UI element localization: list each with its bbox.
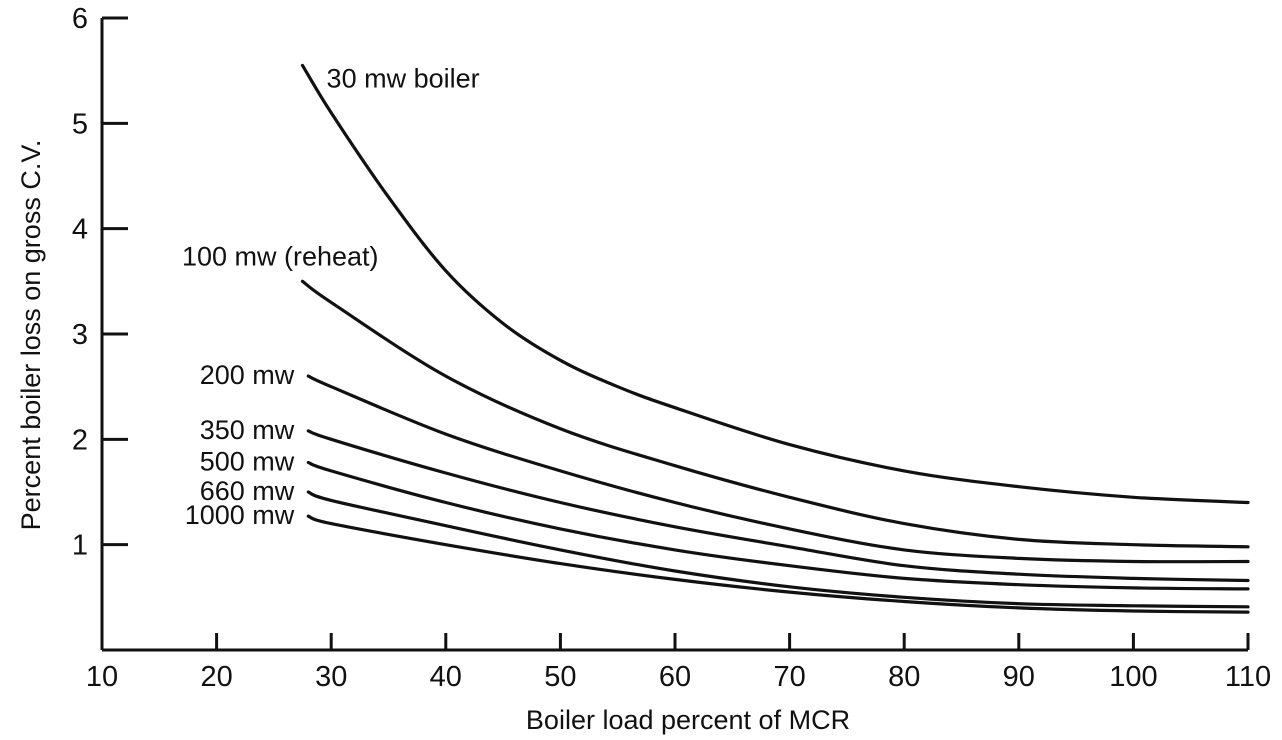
series-label-3: 350 mw (200, 415, 295, 445)
y-axis-title: Percent boiler loss on gross C.V. (16, 140, 46, 531)
series-label-1: 100 mw (reheat) (182, 241, 379, 271)
y-tick-label: 6 (72, 3, 88, 35)
series-label-4: 500 mw (200, 447, 295, 477)
series-line-6 (306, 514, 1250, 614)
x-tick-label: 50 (544, 661, 576, 693)
x-tick-label: 110 (1225, 661, 1271, 693)
y-tick-label: 5 (72, 108, 88, 140)
y-tick-label: 3 (72, 319, 88, 351)
x-axis-title: Boiler load percent of MCR (526, 705, 850, 735)
x-tick-label: 80 (888, 661, 920, 693)
series-label-0: 30 mw boiler (327, 63, 480, 93)
x-tick-label: 10 (86, 661, 118, 693)
series-label-6: 1000 mw (185, 500, 295, 530)
y-tick-label: 2 (72, 424, 88, 456)
y-tick-label: 1 (72, 530, 88, 562)
series-label-5: 660 mw (200, 476, 295, 506)
series-line-4 (306, 460, 1250, 591)
series-line-5 (306, 490, 1250, 609)
y-tick-label: 4 (72, 214, 88, 246)
series-line-0 (300, 63, 1250, 505)
plot-area (100, 18, 1248, 652)
x-tick-label: 30 (315, 661, 347, 693)
series-label-2: 200 mw (200, 360, 295, 390)
series-lines (300, 63, 1250, 614)
x-tick-label: 70 (773, 661, 805, 693)
y-axis-ticks: 1 2 3 4 5 6 (72, 3, 128, 562)
series-line-3 (306, 429, 1250, 583)
series-line-2 (306, 374, 1250, 564)
series-labels: 30 mw boiler 100 mw (reheat) 200 mw 350 mw5… (182, 63, 480, 530)
x-tick-label: 90 (1003, 661, 1035, 693)
x-axis-ticks: 10 20 30 40 50 60 70 80 90 100 110 (86, 633, 1271, 693)
x-tick-label: 60 (659, 661, 691, 693)
series-line-1 (300, 279, 1250, 549)
x-tick-label: 20 (200, 661, 232, 693)
x-tick-label: 40 (430, 661, 462, 693)
x-tick-label: 100 (1109, 661, 1157, 693)
